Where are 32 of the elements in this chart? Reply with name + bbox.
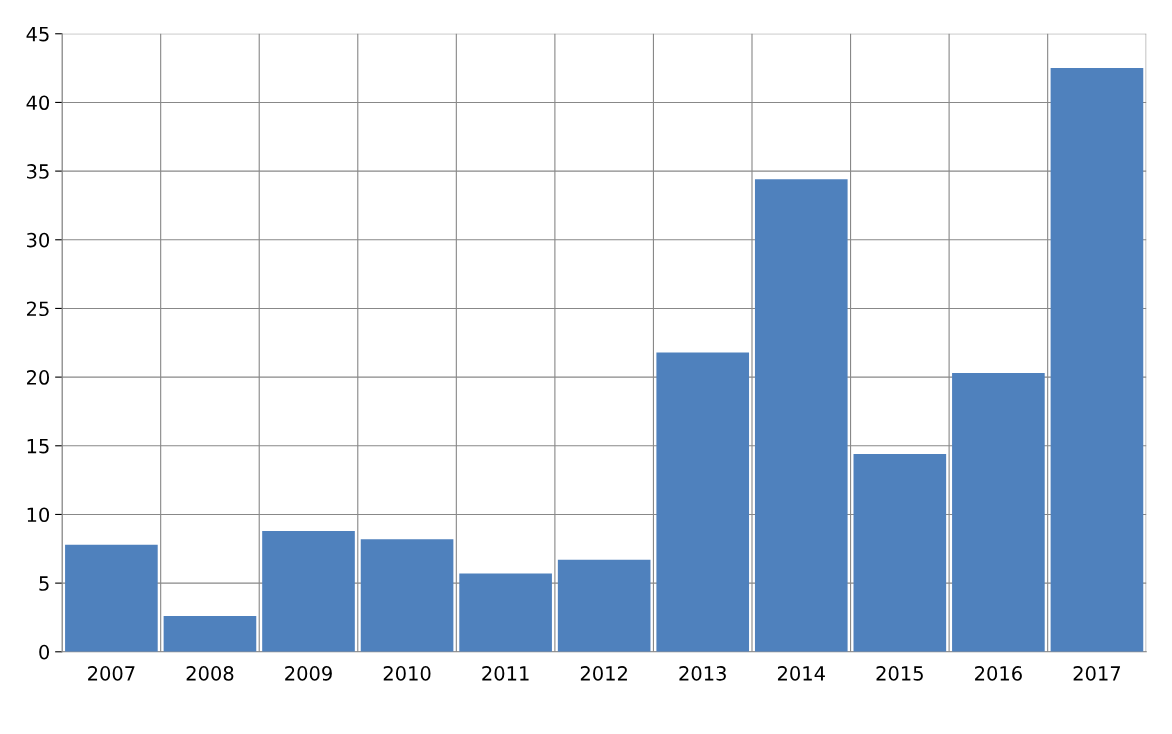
y-tick-label: 15 <box>27 438 49 454</box>
y-tick-label: 35 <box>27 164 49 179</box>
bar <box>754 179 848 652</box>
x-tick-label: 2008 <box>186 666 234 681</box>
bar <box>1050 68 1144 652</box>
y-tick-label: 5 <box>39 576 49 591</box>
y-tick-label: 45 <box>26 26 49 42</box>
bar <box>163 616 257 652</box>
x-tick-label: 2010 <box>383 666 431 681</box>
x-tick-label: 2009 <box>285 666 332 681</box>
bar <box>853 454 947 652</box>
x-tick-label: 2013 <box>679 666 726 681</box>
x-tick-label: 2017 <box>1073 666 1121 681</box>
x-tick-label: 2014 <box>777 666 825 681</box>
x-tick-label: 2012 <box>580 666 627 681</box>
bar <box>952 372 1045 652</box>
bar <box>65 544 158 652</box>
x-tick-label: 2015 <box>876 666 923 681</box>
bar <box>557 559 651 652</box>
bar <box>656 352 750 652</box>
y-tick-label: 40 <box>26 95 50 111</box>
bar <box>360 539 454 652</box>
x-tick-label: 2016 <box>975 666 1022 681</box>
y-tick-label: 30 <box>27 232 50 248</box>
y-tick-label: 0 <box>39 644 50 660</box>
y-tick-label: 25 <box>26 301 49 317</box>
y-tick-label: 20 <box>26 370 50 385</box>
x-tick-label: 2007 <box>88 666 135 681</box>
y-tick-label: 10 <box>27 507 50 523</box>
x-tick-label: 2011 <box>482 666 529 681</box>
bar <box>459 573 552 652</box>
bar <box>262 530 355 652</box>
